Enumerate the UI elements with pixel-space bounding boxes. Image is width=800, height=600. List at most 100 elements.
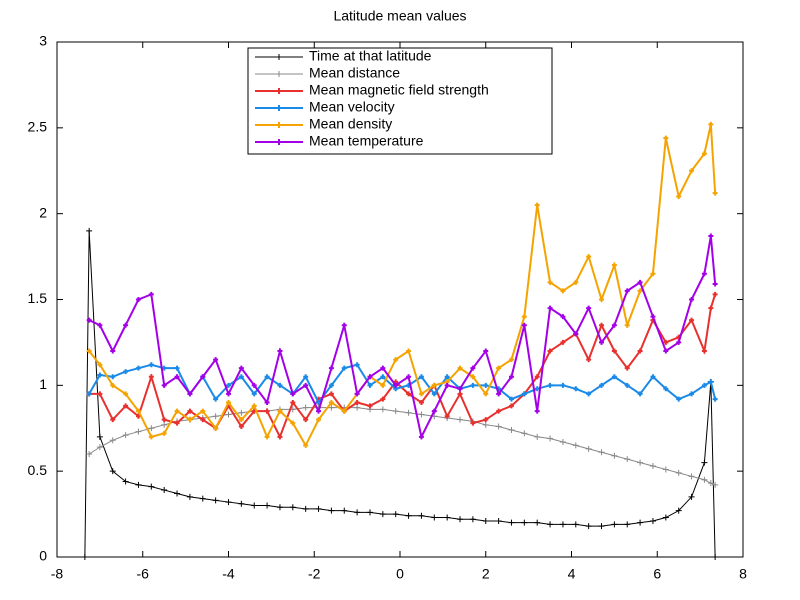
- point: [469, 516, 476, 523]
- x-tick-label: -4: [222, 566, 235, 582]
- x-tick-label: 6: [653, 566, 661, 582]
- legend-box: [247, 47, 553, 155]
- point: [199, 495, 206, 502]
- legend-label: Mean velocity: [309, 99, 395, 115]
- point: [148, 362, 154, 368]
- legend-label: Mean temperature: [309, 133, 424, 149]
- point: [689, 317, 695, 323]
- point: [367, 382, 373, 388]
- point: [649, 517, 656, 524]
- point: [663, 348, 669, 354]
- point: [708, 233, 714, 239]
- point: [161, 382, 167, 388]
- point: [251, 382, 257, 388]
- point: [547, 279, 553, 285]
- point: [457, 516, 464, 523]
- point: [708, 379, 714, 385]
- legend-label: Mean magnetic field strength: [309, 82, 489, 98]
- point: [225, 499, 232, 506]
- series-line: [88, 407, 716, 486]
- point: [708, 305, 714, 311]
- point: [251, 502, 258, 509]
- point: [303, 442, 309, 448]
- point: [586, 254, 592, 260]
- point: [290, 420, 296, 426]
- point: [688, 473, 695, 480]
- point: [406, 348, 412, 354]
- point: [676, 194, 682, 199]
- point: [611, 262, 617, 268]
- point: [418, 400, 424, 405]
- point: [238, 374, 244, 380]
- point: [586, 391, 592, 397]
- point: [521, 322, 527, 328]
- point: [251, 403, 257, 409]
- point: [187, 391, 193, 397]
- point: [110, 374, 116, 380]
- point: [482, 517, 489, 524]
- point: [470, 420, 476, 426]
- point: [302, 505, 309, 512]
- point: [431, 514, 438, 521]
- point: [508, 426, 515, 433]
- x-tick-label: 2: [482, 566, 490, 582]
- point: [675, 507, 682, 514]
- point: [650, 314, 656, 320]
- point: [110, 417, 116, 423]
- series-line: [88, 124, 717, 448]
- point: [624, 365, 630, 371]
- point: [161, 417, 167, 423]
- point: [457, 365, 463, 371]
- point: [599, 339, 605, 345]
- point: [624, 521, 631, 528]
- point: [598, 523, 605, 530]
- point: [277, 408, 283, 414]
- point: [712, 554, 719, 560]
- point: [444, 374, 450, 380]
- point: [508, 374, 514, 380]
- point: [264, 400, 270, 405]
- legend-marker: [276, 71, 282, 77]
- point: [599, 297, 605, 302]
- point: [200, 417, 206, 423]
- point: [122, 432, 129, 439]
- point: [688, 493, 695, 500]
- point: [689, 168, 695, 174]
- point: [226, 382, 231, 388]
- point: [534, 202, 540, 208]
- point: [174, 490, 181, 497]
- point: [444, 413, 450, 419]
- point: [277, 434, 283, 440]
- point: [547, 382, 553, 388]
- point: [354, 509, 361, 516]
- point: [161, 430, 167, 436]
- point: [508, 357, 514, 363]
- point: [611, 374, 617, 380]
- point: [354, 391, 360, 397]
- point: [251, 391, 257, 397]
- point: [123, 369, 129, 375]
- point: [264, 374, 270, 380]
- point: [470, 365, 476, 371]
- point: [187, 417, 193, 423]
- point: [393, 382, 399, 388]
- point: [599, 322, 605, 328]
- point: [109, 437, 116, 444]
- point: [86, 227, 93, 234]
- point: [712, 481, 719, 488]
- point: [559, 521, 566, 528]
- point: [405, 512, 412, 519]
- point: [174, 408, 180, 414]
- point: [290, 391, 296, 397]
- point: [123, 391, 129, 397]
- point: [328, 507, 335, 514]
- point: [341, 408, 347, 414]
- legend-marker: [276, 122, 282, 128]
- y-tick-label: 3: [39, 33, 47, 49]
- point: [264, 408, 270, 414]
- chart-title: Latitude mean values: [333, 8, 466, 24]
- point: [341, 365, 347, 371]
- point: [379, 511, 386, 518]
- point: [238, 409, 245, 416]
